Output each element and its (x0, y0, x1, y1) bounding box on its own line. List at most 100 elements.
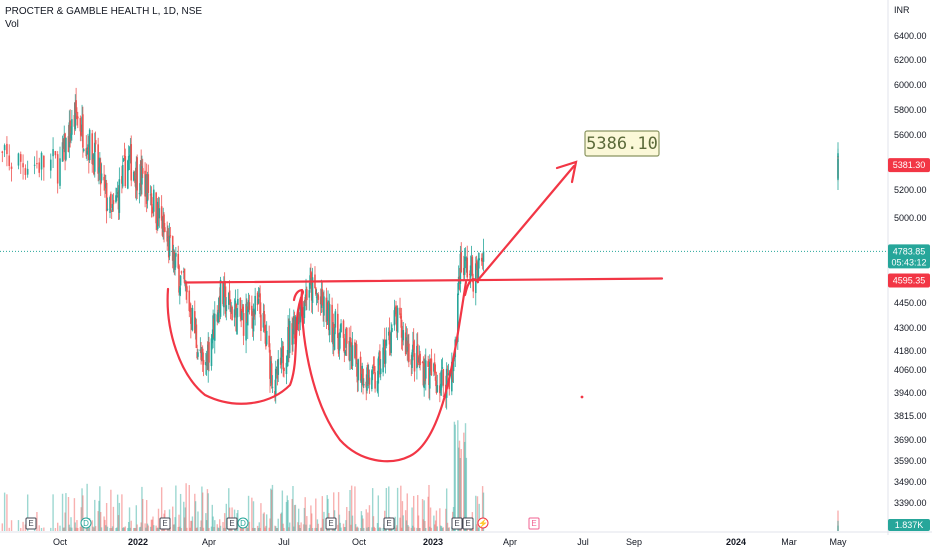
volume-bar (472, 527, 474, 531)
candle-body (328, 302, 330, 331)
volume-bar (127, 522, 130, 531)
x-tick-label: 2024 (726, 537, 746, 547)
volume-bar (184, 507, 187, 531)
volume-bar (315, 498, 317, 531)
candle-body (127, 160, 129, 189)
dividend-marker[interactable] (80, 517, 92, 529)
volume-bar (407, 525, 409, 531)
volume-bar (356, 526, 359, 531)
dividend-marker[interactable] (237, 517, 249, 529)
candle-body (110, 210, 113, 212)
earnings-marker[interactable] (528, 517, 540, 530)
volume-bar (112, 506, 115, 531)
volume-bar (173, 524, 175, 531)
volume-bar (481, 526, 483, 531)
volume-bar (289, 522, 291, 531)
candle-body (277, 359, 280, 375)
candle-body (326, 309, 329, 322)
event-marker-label: E (465, 519, 470, 528)
candle-body (97, 144, 99, 174)
volume-bar (298, 525, 301, 531)
volume-bar (419, 527, 421, 531)
earnings-marker[interactable] (25, 517, 37, 530)
earnings-marker[interactable] (325, 517, 337, 530)
candle-body (440, 369, 443, 388)
volume-bar (453, 421, 456, 531)
volume-bar (10, 520, 13, 531)
volume-bar (256, 525, 259, 531)
candle-body (439, 383, 442, 391)
candle-body (88, 129, 91, 161)
volume-bar (299, 528, 302, 531)
candle-body (87, 144, 89, 150)
y-tick-label: 3590.00 (894, 456, 927, 466)
neckline (184, 277, 664, 284)
candle-body (100, 173, 103, 181)
volume-bar (305, 524, 307, 531)
volume-bar (388, 486, 390, 531)
symbol-title[interactable]: PROCTER & GAMBLE HEALTH L, 1D, NSE (5, 6, 203, 17)
candle-body (310, 271, 312, 278)
split-marker[interactable] (477, 517, 489, 529)
candle-body (188, 290, 191, 311)
volume-bar (416, 527, 418, 531)
volume-bar (277, 518, 279, 531)
volume-bar (399, 517, 401, 531)
candle-body (395, 305, 397, 317)
y-tick-label: 3490.00 (894, 477, 927, 487)
candle-body (350, 338, 352, 343)
candle-body (402, 330, 405, 341)
candle-body (236, 308, 238, 335)
candle-body (480, 257, 483, 262)
candle-body (190, 307, 192, 324)
earnings-marker[interactable] (159, 517, 171, 530)
volume-bar (210, 526, 213, 531)
candles-group (1, 87, 839, 410)
candle-body (401, 338, 404, 342)
volume-bar (344, 527, 346, 531)
earnings-marker[interactable] (451, 517, 463, 530)
earnings-marker[interactable] (226, 517, 238, 530)
candle-body (158, 208, 161, 219)
volume-bar (433, 515, 435, 531)
candle-body (276, 367, 279, 379)
candle-body (322, 301, 324, 313)
volume-bar (179, 526, 181, 531)
x-tick-label: Sep (626, 537, 642, 547)
candle-body (223, 282, 225, 308)
volume-bar (263, 512, 265, 531)
earnings-marker[interactable] (462, 517, 474, 530)
candle-body (67, 136, 70, 152)
volume-bar (259, 527, 261, 531)
volume-bar (145, 527, 147, 531)
candle-body (229, 299, 232, 312)
volume-label[interactable]: Vol (5, 19, 19, 30)
volume-bar (109, 527, 111, 531)
volume-bar (26, 494, 29, 531)
candle-body (439, 385, 441, 394)
candle-body (233, 309, 236, 318)
volume-bar (146, 523, 149, 531)
volume-bar (425, 527, 427, 531)
volume-bar (153, 525, 155, 531)
x-tick-label: Jul (278, 537, 290, 547)
volume-bar (257, 527, 260, 531)
volume-bar (457, 420, 459, 531)
volume-bar (424, 520, 426, 531)
candle-body (388, 330, 391, 345)
candle-body (441, 367, 444, 369)
candle-body (435, 380, 438, 394)
x-tick-label: May (829, 537, 847, 547)
earnings-marker[interactable] (383, 517, 395, 530)
candle-body (332, 323, 335, 347)
volume-bar (218, 527, 220, 531)
volume-bar (183, 501, 185, 531)
candle-body (152, 189, 155, 212)
target-label-box (584, 130, 660, 157)
candle-body (246, 306, 248, 322)
volume-bar (379, 527, 381, 531)
candle-body (466, 257, 469, 278)
candle-body (56, 154, 59, 184)
